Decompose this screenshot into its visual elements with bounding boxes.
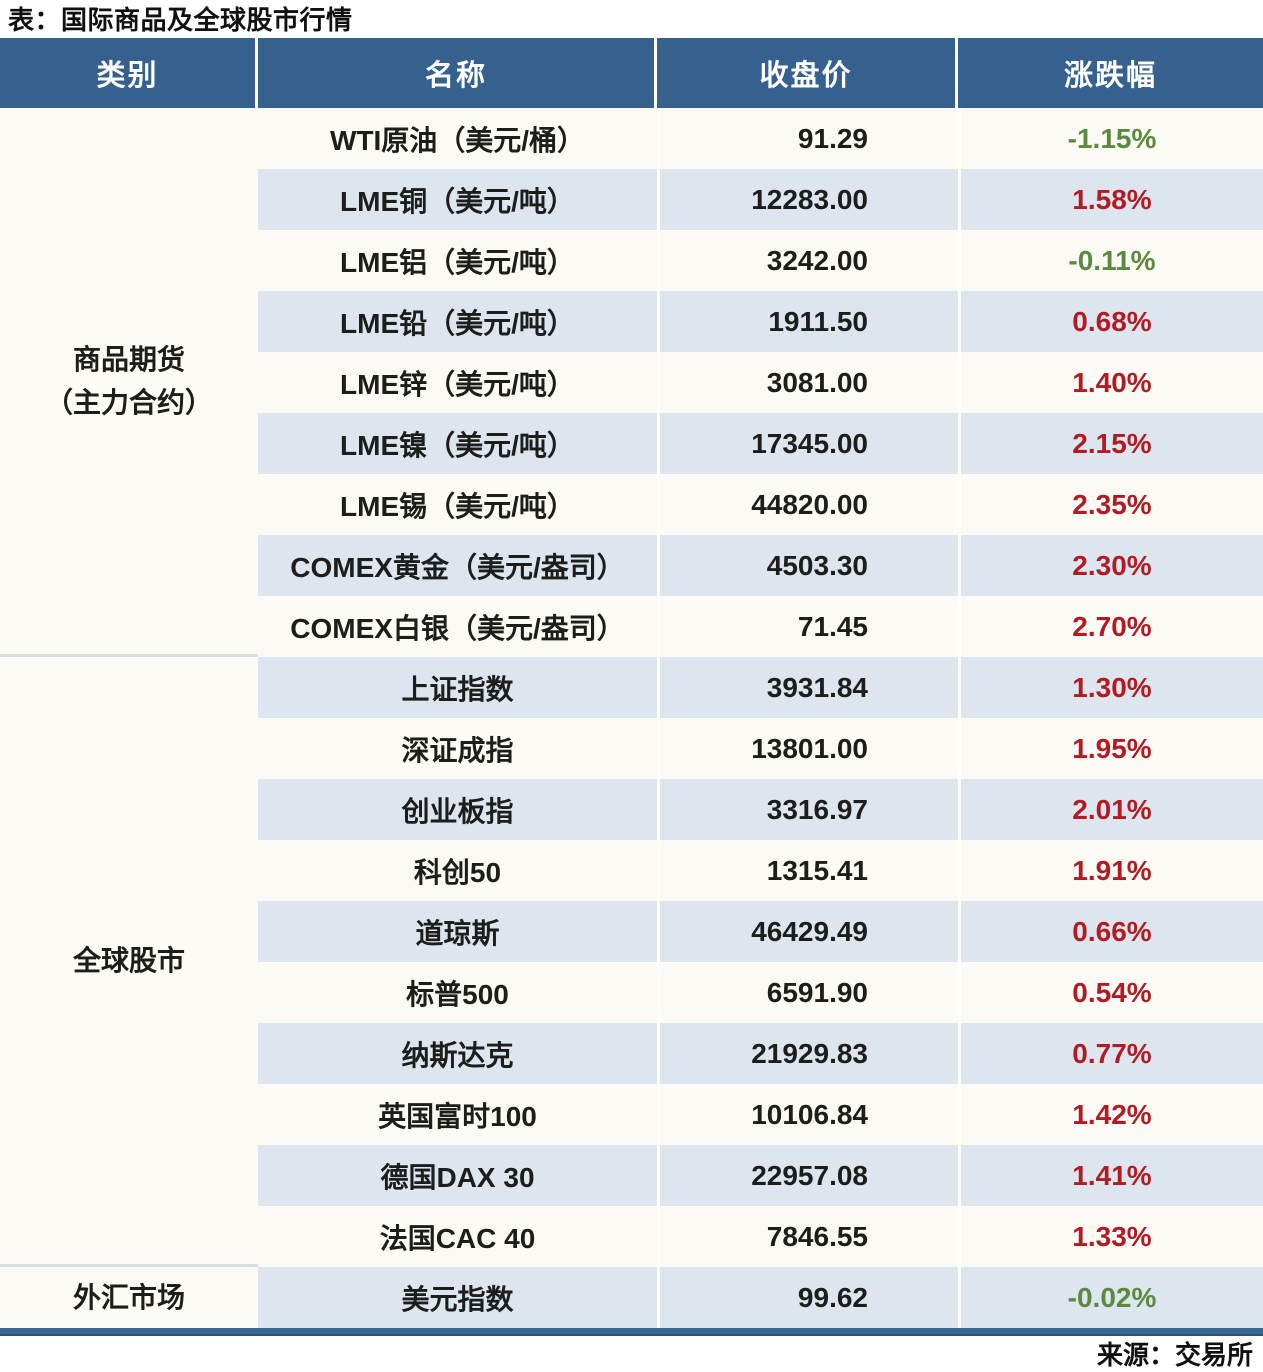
table-row: 法国CAC 40 7846.55 1.33% — [0, 1206, 1263, 1267]
change-percent-cell: -0.11% — [958, 230, 1263, 291]
close-price-cell: 17345.00 — [657, 413, 958, 474]
close-price-cell: 46429.49 — [657, 901, 958, 962]
close-price-cell: 44820.00 — [657, 474, 958, 535]
close-price-cell: 1315.41 — [657, 840, 958, 901]
table-row: 外汇市场 美元指数 99.62 -0.02% — [0, 1267, 1263, 1328]
close-price-cell: 3081.00 — [657, 352, 958, 413]
category-cell: 全球股市 — [0, 657, 258, 1267]
category-cell: 商品期货 （主力合约） — [0, 108, 258, 657]
table-bottom-border — [0, 1328, 1263, 1336]
name-cell: 道琼斯 — [258, 901, 657, 962]
category-label-line: 全球股市 — [72, 944, 185, 976]
name-cell: LME锡（美元/吨） — [258, 474, 657, 535]
name-cell: LME铝（美元/吨） — [258, 230, 657, 291]
name-cell: WTI原油（美元/桶） — [258, 108, 657, 169]
market-table: 类别 名称 收盘价 涨跌幅 商品期货 （主力合约） WTI原油（美元/桶） 91.29… — [0, 38, 1263, 1328]
table-body: 商品期货 （主力合约） WTI原油（美元/桶） 91.29 -1.15% LME铜（美元/… — [0, 108, 1263, 1328]
name-cell: 德国DAX 30 — [258, 1145, 657, 1206]
name-cell: 深证成指 — [258, 718, 657, 779]
name-cell: LME镍（美元/吨） — [258, 413, 657, 474]
col-header-name: 名称 — [258, 38, 657, 108]
table-row: 全球股市 上证指数 3931.84 1.30% — [0, 657, 1263, 1267]
table-row: 科创50 1315.41 1.91% — [0, 840, 1263, 901]
change-percent-cell: -0.02% — [958, 1267, 1263, 1328]
table-row: 英国富时100 10106.84 1.42% — [0, 1084, 1263, 1145]
category-label-line: 外汇市场 — [72, 1281, 185, 1313]
table-title: 表：国际商品及全球股市行情 — [8, 5, 353, 35]
table-row: 纳斯达克 21929.83 0.77% — [0, 1023, 1263, 1084]
name-cell: LME铅（美元/吨） — [258, 291, 657, 352]
close-price-cell: 99.62 — [657, 1267, 958, 1328]
table-row: LME铝（美元/吨） 3242.00 -0.11% — [0, 230, 1263, 291]
change-percent-cell: 0.54% — [958, 962, 1263, 1023]
change-percent-cell: 2.35% — [958, 474, 1263, 535]
table-row: 德国DAX 30 22957.08 1.41% — [0, 1145, 1263, 1206]
name-cell: COMEX白银（美元/盎司） — [258, 596, 657, 657]
change-percent-cell: 1.41% — [958, 1145, 1263, 1206]
table-row: COMEX黄金（美元/盎司） 4503.30 2.30% — [0, 535, 1263, 596]
table-row: LME铜（美元/吨） 12283.00 1.58% — [0, 169, 1263, 230]
table-row: 创业板指 3316.97 2.01% — [0, 779, 1263, 840]
close-price-cell: 3931.84 — [657, 657, 958, 718]
name-cell: LME铜（美元/吨） — [258, 169, 657, 230]
change-percent-cell: 1.30% — [958, 657, 1263, 718]
change-percent-cell: 0.68% — [958, 291, 1263, 352]
name-cell: 美元指数 — [258, 1267, 657, 1328]
change-percent-cell: 2.30% — [958, 535, 1263, 596]
close-price-cell: 21929.83 — [657, 1023, 958, 1084]
change-percent-cell: 1.33% — [958, 1206, 1263, 1267]
change-percent-cell: 1.91% — [958, 840, 1263, 901]
change-percent-cell: 1.95% — [958, 718, 1263, 779]
name-cell: 纳斯达克 — [258, 1023, 657, 1084]
table-row: 标普500 6591.90 0.54% — [0, 962, 1263, 1023]
col-header-category: 类别 — [0, 38, 258, 108]
close-price-cell: 10106.84 — [657, 1084, 958, 1145]
category-label-line: （主力合约） — [44, 387, 213, 418]
change-percent-cell: 2.01% — [958, 779, 1263, 840]
table-row: 道琼斯 46429.49 0.66% — [0, 901, 1263, 962]
change-percent-cell: 1.42% — [958, 1084, 1263, 1145]
header-row: 类别 名称 收盘价 涨跌幅 — [0, 38, 1263, 108]
change-percent-cell: -1.15% — [958, 108, 1263, 169]
close-price-cell: 6591.90 — [657, 962, 958, 1023]
change-percent-cell: 1.40% — [958, 352, 1263, 413]
table-row: 商品期货 （主力合约） WTI原油（美元/桶） 91.29 -1.15% — [0, 108, 1263, 657]
source-note: 来源：交易所 — [1096, 1340, 1253, 1370]
close-price-cell: 3242.00 — [657, 230, 958, 291]
change-percent-cell: 2.15% — [958, 413, 1263, 474]
change-percent-cell: 0.66% — [958, 901, 1263, 962]
category-label-line: 商品期货 — [72, 343, 185, 375]
name-cell: 标普500 — [258, 962, 657, 1023]
change-percent-cell: 2.70% — [958, 596, 1263, 657]
table-row: LME铅（美元/吨） 1911.50 0.68% — [0, 291, 1263, 352]
close-price-cell: 1911.50 — [657, 291, 958, 352]
close-price-cell: 12283.00 — [657, 169, 958, 230]
close-price-cell: 3316.97 — [657, 779, 958, 840]
close-price-cell: 22957.08 — [657, 1145, 958, 1206]
close-price-cell: 13801.00 — [657, 718, 958, 779]
col-header-close: 收盘价 — [657, 38, 958, 108]
close-price-cell: 4503.30 — [657, 535, 958, 596]
name-cell: 英国富时100 — [258, 1084, 657, 1145]
category-cell: 外汇市场 — [0, 1267, 258, 1328]
name-cell: LME锌（美元/吨） — [258, 352, 657, 413]
close-price-cell: 91.29 — [657, 108, 958, 169]
table-row: COMEX白银（美元/盎司） 71.45 2.70% — [0, 596, 1263, 657]
table-row: LME锡（美元/吨） 44820.00 2.35% — [0, 474, 1263, 535]
table-row: LME镍（美元/吨） 17345.00 2.15% — [0, 413, 1263, 474]
change-percent-cell: 0.77% — [958, 1023, 1263, 1084]
name-cell: COMEX黄金（美元/盎司） — [258, 535, 657, 596]
col-header-change: 涨跌幅 — [958, 38, 1263, 108]
name-cell: 法国CAC 40 — [258, 1206, 657, 1267]
name-cell: 科创50 — [258, 840, 657, 901]
close-price-cell: 71.45 — [657, 596, 958, 657]
name-cell: 创业板指 — [258, 779, 657, 840]
table-row: LME锌（美元/吨） 3081.00 1.40% — [0, 352, 1263, 413]
change-percent-cell: 1.58% — [958, 169, 1263, 230]
table-row: 深证成指 13801.00 1.95% — [0, 718, 1263, 779]
table-header: 类别 名称 收盘价 涨跌幅 — [0, 38, 1263, 108]
name-cell: 上证指数 — [258, 657, 657, 718]
close-price-cell: 7846.55 — [657, 1206, 958, 1267]
